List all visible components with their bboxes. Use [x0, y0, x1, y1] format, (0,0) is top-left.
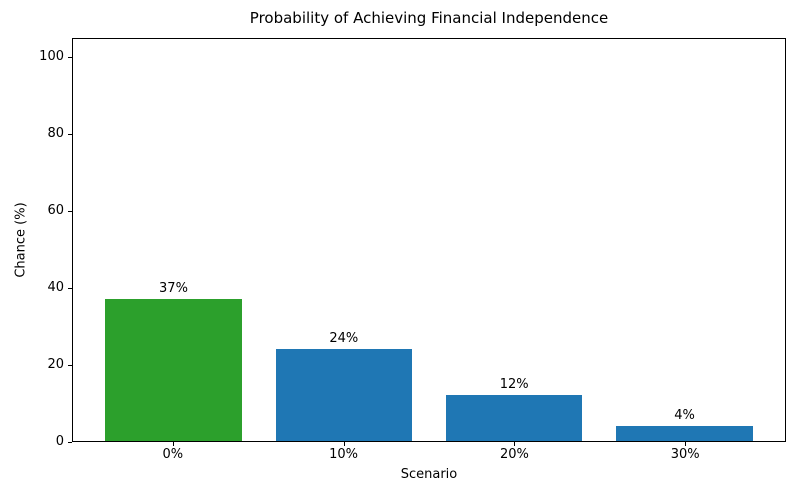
- bar-30%: [616, 425, 753, 441]
- x-tick-mark: [514, 442, 515, 446]
- x-tick-mark: [685, 442, 686, 446]
- plot-area: 37% 24% 12% 4%: [72, 38, 786, 442]
- y-tick-mark: [68, 365, 72, 366]
- x-tick-label: 20%: [499, 447, 529, 462]
- x-tick-mark: [344, 442, 345, 446]
- y-tick-label: 60: [47, 203, 64, 219]
- bar-value-label: 12%: [499, 377, 529, 393]
- y-tick-mark: [68, 134, 72, 135]
- bar-10%: [275, 349, 412, 441]
- chart-title: Probability of Achieving Financial Indep…: [249, 9, 609, 27]
- bar-20%: [446, 395, 583, 441]
- y-tick-label: 80: [47, 126, 64, 142]
- bar-value-label: 37%: [159, 281, 188, 297]
- y-tick-label: 40: [47, 280, 64, 296]
- x-tick-mark: [173, 442, 174, 446]
- y-tick-label: 20: [47, 357, 64, 373]
- x-tick-label: 10%: [329, 447, 359, 462]
- x-tick-label: 30%: [670, 447, 700, 462]
- x-tick-label: 0%: [162, 447, 184, 462]
- y-tick-mark: [68, 211, 72, 212]
- y-tick-label: 100: [39, 49, 64, 65]
- y-tick-mark: [68, 442, 72, 443]
- bar-0%: [105, 299, 242, 441]
- x-axis-label: Scenario: [400, 467, 458, 482]
- y-tick-mark: [68, 57, 72, 58]
- y-tick-mark: [68, 288, 72, 289]
- y-tick-label: 0: [55, 434, 64, 449]
- bar-value-label: 24%: [329, 331, 359, 347]
- bar-value-label: 4%: [674, 407, 695, 423]
